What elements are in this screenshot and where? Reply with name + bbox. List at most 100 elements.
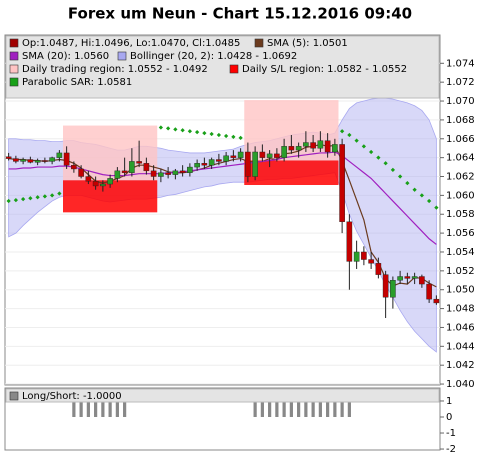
y-tick-label: 0 xyxy=(446,412,452,423)
legend-label: SMA (5): 1.0501 xyxy=(267,38,348,49)
candle-body xyxy=(324,140,331,153)
candle-body xyxy=(259,151,266,158)
candle-body xyxy=(361,251,367,260)
candle-body xyxy=(375,263,382,275)
candle-body xyxy=(56,152,63,158)
sar-dot xyxy=(158,125,163,130)
candle-body xyxy=(13,158,19,162)
candle-body xyxy=(49,157,55,162)
sar-dot xyxy=(50,193,55,198)
legend-label: Daily trading region: 1.0552 - 1.0492 xyxy=(22,64,208,75)
sar-dot xyxy=(354,138,359,143)
y-tick-label: -2 xyxy=(446,444,456,455)
bar xyxy=(311,400,315,417)
bar xyxy=(318,400,322,417)
candle-body xyxy=(339,144,345,222)
candle-body xyxy=(419,276,425,285)
candle-body xyxy=(172,170,179,175)
bar xyxy=(289,400,293,417)
bar xyxy=(86,400,90,417)
y-tick-label: 1.056 xyxy=(446,228,475,239)
candle-body xyxy=(368,259,374,264)
bar xyxy=(253,400,257,417)
sar-dot xyxy=(57,191,62,196)
legend-swatch xyxy=(9,391,19,401)
candle-body xyxy=(27,159,34,163)
sar-dot xyxy=(187,129,192,134)
sar-dot xyxy=(419,193,424,198)
legend-label: Op:1.0487, Hi:1.0496, Lo:1.0470, Cl:1.04… xyxy=(22,38,240,49)
chart-title: Forex um Neun - Chart 15.12.2016 09:40 xyxy=(68,5,412,23)
candle-body xyxy=(42,160,48,162)
candle-body xyxy=(288,146,295,151)
legend-swatch xyxy=(254,38,264,48)
y-tick-label: 1.072 xyxy=(446,77,475,88)
sar-dot xyxy=(390,167,395,173)
legend-swatch xyxy=(9,38,19,48)
bar xyxy=(123,400,127,417)
legend-swatch xyxy=(9,64,19,74)
candle-body xyxy=(150,170,157,177)
trading-region xyxy=(63,125,158,181)
y-tick-label: 1.042 xyxy=(446,360,475,371)
sar-dot xyxy=(209,131,214,137)
candle-body xyxy=(252,151,258,177)
sar-dot xyxy=(376,155,381,160)
candle-body xyxy=(245,151,251,177)
y-tick-label: 1.040 xyxy=(446,379,475,390)
y-tick-label: 1.044 xyxy=(446,341,475,352)
candle-body xyxy=(165,172,171,175)
sar-dot xyxy=(405,180,410,186)
candle-body xyxy=(390,280,396,298)
candle-body xyxy=(129,161,135,173)
sar-dot xyxy=(369,149,374,155)
candle-body xyxy=(237,151,244,158)
bar xyxy=(340,400,344,417)
bar xyxy=(304,400,308,417)
bar xyxy=(108,400,112,417)
y-tick-label: 1.066 xyxy=(446,134,475,145)
candle-body xyxy=(78,168,84,177)
candle-body xyxy=(20,159,26,162)
candle-body xyxy=(426,283,432,300)
candle-body xyxy=(194,163,200,168)
candle-body xyxy=(5,156,12,159)
sar-dot xyxy=(340,129,345,134)
sar-dot xyxy=(35,195,40,200)
bar xyxy=(94,400,98,417)
bar xyxy=(326,400,330,417)
legend-label: Bollinger (20, 2): 1.0428 - 1.0692 xyxy=(130,51,297,62)
candle-body xyxy=(92,181,99,187)
sar-dot xyxy=(224,133,229,139)
candle-body xyxy=(63,152,70,166)
candle-body xyxy=(353,251,360,262)
candle-body xyxy=(34,160,41,163)
candle-body xyxy=(274,153,280,158)
sar-dot xyxy=(412,187,417,192)
candle-body xyxy=(411,276,418,279)
sar-dot xyxy=(21,197,26,202)
sar-dot xyxy=(28,196,33,201)
legend-label: SMA (20): 1.0560 xyxy=(22,51,109,62)
sar-dot xyxy=(13,197,18,203)
bar xyxy=(347,400,351,417)
indicator-line xyxy=(8,151,437,245)
candle-body xyxy=(295,146,302,151)
candle-body xyxy=(216,159,222,162)
indicator-line xyxy=(8,143,437,288)
candle-body xyxy=(266,153,273,158)
bar xyxy=(268,400,272,417)
legend-swatch xyxy=(229,64,239,74)
y-tick-label: 1.062 xyxy=(446,172,475,183)
candle-body xyxy=(208,159,215,166)
candle-body xyxy=(397,276,403,281)
candle-body xyxy=(281,146,287,158)
candle-body xyxy=(332,144,338,153)
candle-body xyxy=(136,161,142,164)
bar xyxy=(260,400,264,417)
sar-dot xyxy=(6,198,11,204)
bar xyxy=(115,400,119,417)
candle-body xyxy=(382,274,389,298)
y-tick-label: 1.050 xyxy=(446,285,475,296)
